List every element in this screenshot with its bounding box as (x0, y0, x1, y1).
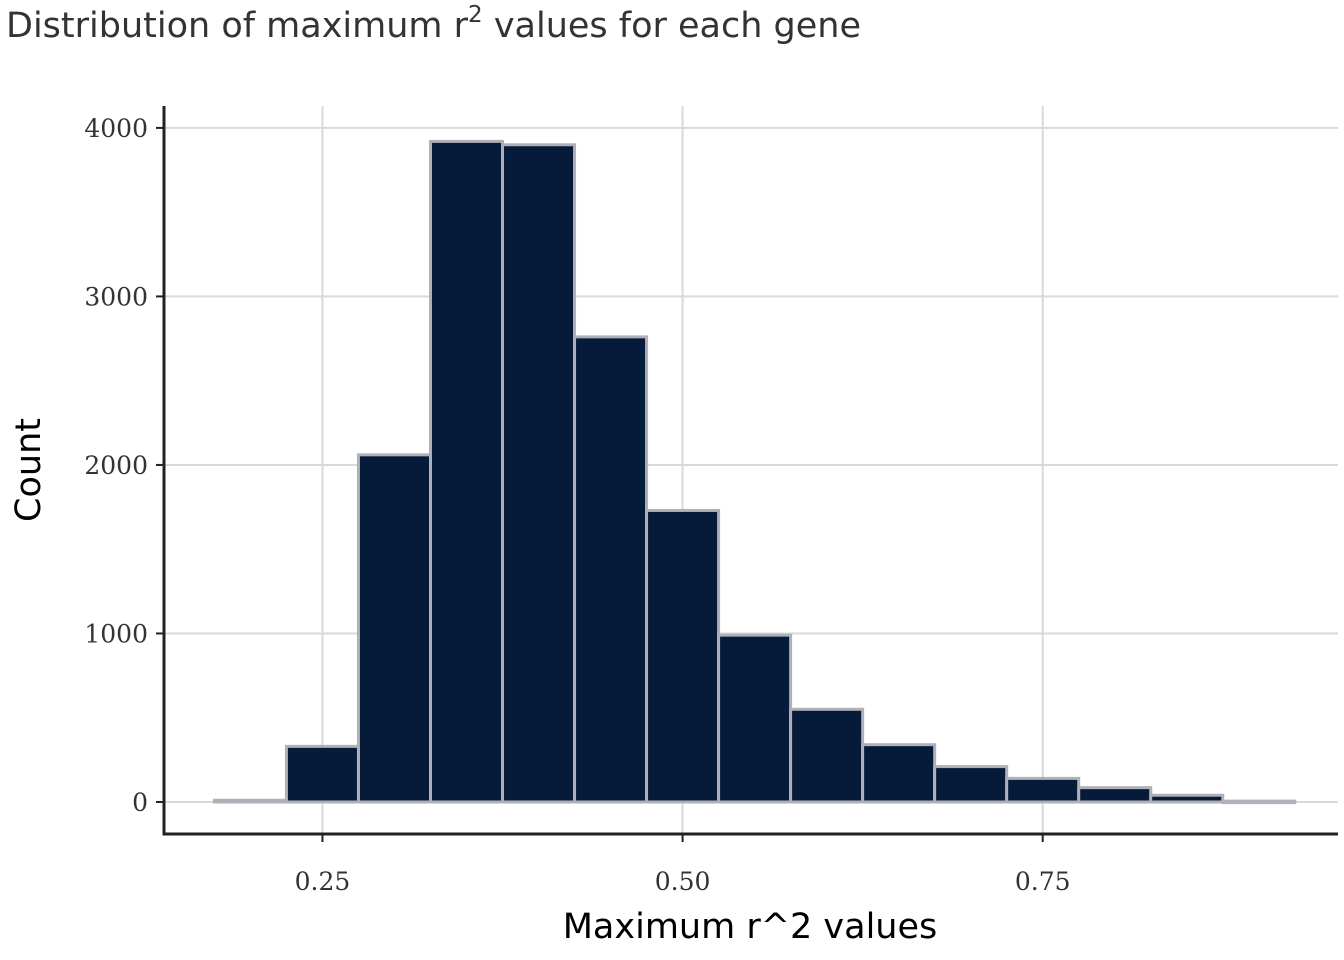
x-axis-title: Maximum r^2 values (563, 907, 938, 947)
histogram-bars (212, 139, 1297, 805)
y-tick-label: 4000 (84, 114, 148, 143)
chart-title-superscript: 2 (468, 2, 483, 28)
x-tick-label: 0.25 (295, 867, 351, 896)
histogram-bar (861, 743, 937, 804)
histogram-bar (933, 765, 1009, 804)
x-tick-label: 0.75 (1015, 867, 1071, 896)
histogram-bar (356, 453, 432, 804)
histogram-bar (428, 139, 505, 804)
chart-title: Distribution of maximum r2 values for ea… (6, 4, 862, 47)
histogram-bar (1005, 776, 1081, 804)
histogram-bar (717, 633, 793, 804)
histogram-bar (1149, 793, 1225, 804)
histogram-bar (573, 335, 649, 804)
histogram-bar (212, 798, 288, 804)
chart-title-prefix: Distribution of maximum r (6, 6, 469, 46)
histogram-bar (1221, 799, 1297, 805)
chart-title-suffix: values for each gene (482, 6, 862, 46)
y-tick-label: 3000 (84, 282, 148, 311)
histogram-bar (501, 143, 577, 804)
x-tick-label: 0.50 (655, 867, 711, 896)
y-tick-label: 2000 (84, 451, 148, 480)
histogram-bar (789, 707, 865, 804)
histogram-bar (284, 744, 360, 804)
y-tick-label: 1000 (84, 619, 148, 648)
y-axis-title: Count (9, 418, 49, 522)
y-tick-label: 0 (132, 788, 148, 817)
axes (156, 106, 1338, 842)
histogram-bar (645, 508, 721, 804)
histogram-bar (1077, 786, 1153, 804)
tick-labels: 0 1000 2000 3000 4000 0.25 0.50 0.75 (84, 114, 1070, 896)
